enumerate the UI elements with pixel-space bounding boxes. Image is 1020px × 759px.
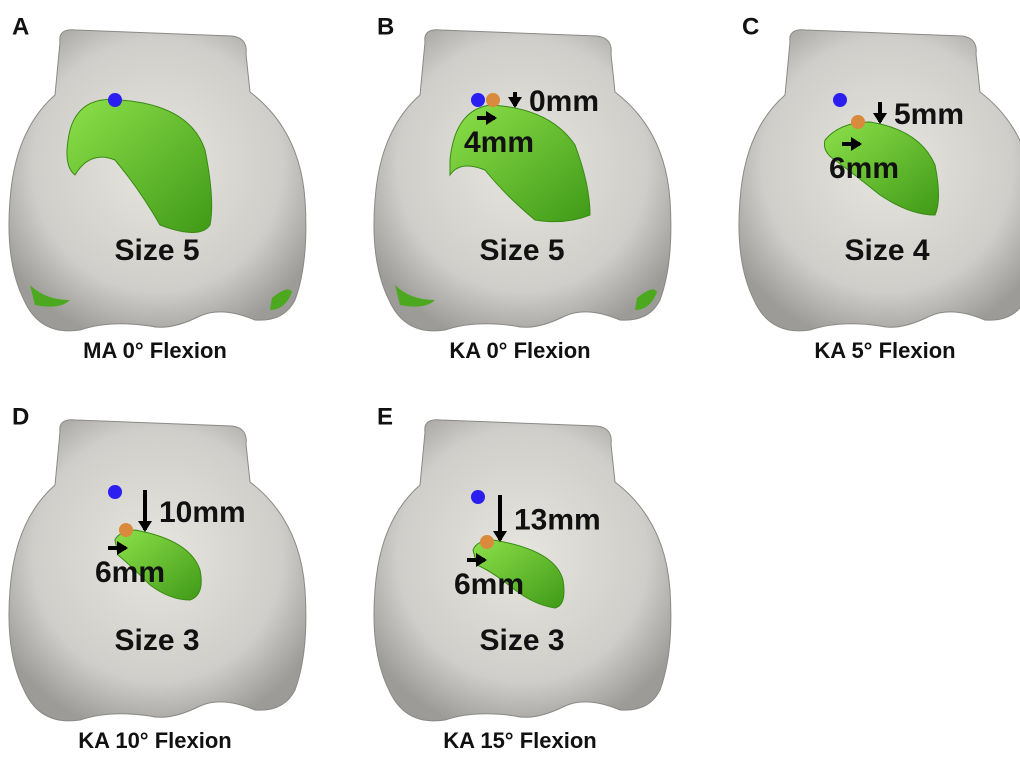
orange-marker [851, 115, 865, 129]
orange-marker [119, 523, 133, 537]
panel-letter: A [12, 13, 29, 40]
down-offset: 0mm [529, 85, 599, 118]
blue-marker [108, 93, 122, 107]
size-label: Size 5 [479, 234, 564, 267]
caption: KA 15° Flexion [443, 728, 596, 753]
arrow-head [476, 553, 487, 567]
panel-letter: B [377, 13, 394, 40]
panel: B Size 5 KA 0° Flexion 0mm 4mm [373, 13, 672, 363]
blue-marker [471, 93, 485, 107]
implant-region [66, 98, 213, 233]
condyle-patch [30, 285, 70, 307]
caption: MA 0° Flexion [83, 338, 227, 363]
caption: KA 5° Flexion [814, 338, 955, 363]
arrow-head [873, 113, 887, 124]
panel: D Size 3 KA 10° Flexion 10mm 6mm [8, 403, 307, 753]
orange-marker [480, 535, 494, 549]
panel-letter: E [377, 403, 393, 430]
arrow-head [117, 541, 128, 555]
right-offset: 4mm [464, 126, 534, 159]
down-offset: 13mm [514, 503, 601, 536]
condyle-patch [270, 289, 292, 310]
right-offset: 6mm [829, 152, 899, 185]
condyle-patch [395, 285, 435, 307]
blue-marker [108, 485, 122, 499]
blue-marker [471, 490, 485, 504]
size-label: Size 4 [844, 234, 929, 267]
caption: KA 10° Flexion [78, 728, 231, 753]
down-offset: 10mm [159, 496, 246, 529]
panel: E Size 3 KA 15° Flexion 13mm 6mm [373, 403, 672, 753]
size-label: Size 5 [114, 234, 199, 267]
panel: C Size 4 KA 5° Flexion 5mm 6mm [738, 13, 1020, 363]
blue-marker [833, 93, 847, 107]
orange-marker [486, 93, 500, 107]
right-offset: 6mm [454, 568, 524, 601]
panel-letter: C [742, 13, 759, 40]
arrow-head [493, 531, 507, 542]
panel-letter: D [12, 403, 29, 430]
panel: A Size 5 MA 0° Flexion [8, 13, 307, 363]
arrow-head [138, 521, 152, 532]
size-label: Size 3 [479, 624, 564, 657]
condyle-patch [635, 289, 657, 310]
arrow-head [508, 97, 522, 108]
size-label: Size 3 [114, 624, 199, 657]
right-offset: 6mm [95, 556, 165, 589]
down-offset: 5mm [894, 98, 964, 131]
implant-region [114, 529, 202, 601]
arrow-head [851, 137, 862, 151]
caption: KA 0° Flexion [449, 338, 590, 363]
arrow-head [486, 111, 497, 125]
